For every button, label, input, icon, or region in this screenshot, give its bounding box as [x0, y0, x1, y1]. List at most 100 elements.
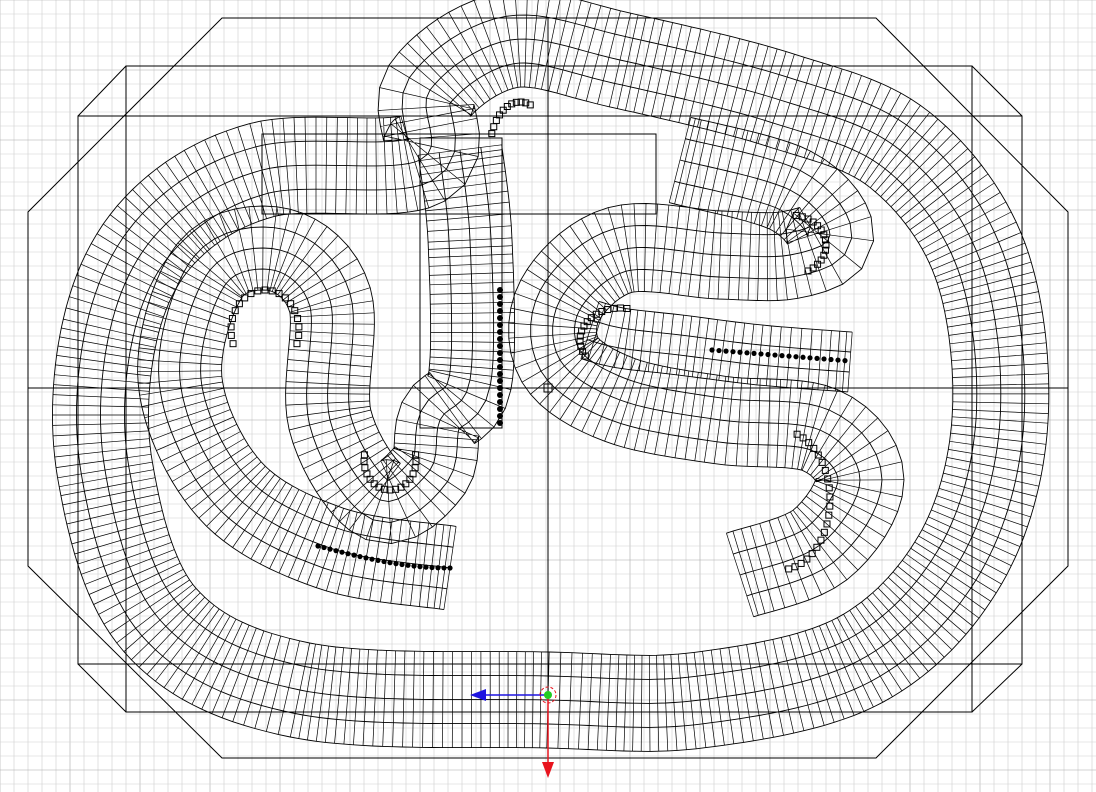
cone-marker	[315, 543, 321, 549]
barriers-bottom-u	[360, 451, 420, 494]
cone-marker	[497, 371, 503, 377]
barrier-block	[583, 318, 591, 326]
cone-marker	[497, 294, 503, 300]
barrier-block	[522, 99, 530, 107]
barrier-block	[804, 267, 812, 275]
move-gizmo[interactable]	[470, 383, 557, 778]
cone-marker	[807, 355, 813, 361]
barrier-block	[287, 300, 295, 308]
barrier-block	[241, 294, 249, 302]
barrier-block	[814, 260, 822, 268]
barrier-block	[810, 444, 818, 452]
barrier-block	[822, 241, 830, 249]
barrier-block	[499, 106, 507, 114]
cone-marker	[497, 336, 503, 342]
cone-marker	[435, 565, 441, 571]
cone-marker	[381, 558, 387, 565]
top-connector-2	[971, 65, 1023, 117]
barrier-block	[291, 307, 299, 315]
cone-marker	[497, 364, 503, 370]
infield-box-pitlane	[419, 137, 503, 429]
origin-marker-icon	[543, 383, 553, 393]
track-markers	[227, 98, 848, 573]
barrier-block	[361, 464, 369, 472]
right-loop-strip[interactable]	[508, 116, 905, 618]
barrier-block	[227, 323, 235, 331]
cone-marker	[772, 352, 778, 358]
cone-marker	[828, 356, 834, 363]
barrier-block	[825, 484, 833, 492]
barrier-block	[370, 480, 378, 488]
cone-marker	[814, 355, 820, 361]
barrier-block	[826, 493, 834, 501]
cone-marker	[497, 420, 503, 426]
cone-marker	[793, 354, 799, 360]
cone-marker	[497, 308, 503, 314]
outer-loop-strip[interactable]	[52, 0, 1050, 752]
track-rail	[598, 300, 853, 333]
barrier-block	[813, 543, 821, 551]
race-track-mesh[interactable]	[52, 0, 1050, 752]
cone-marker	[351, 552, 357, 558]
right-cone-line	[709, 347, 848, 364]
cone-marker	[369, 556, 375, 562]
barriers-right-inner	[576, 304, 631, 360]
cone-marker	[497, 378, 503, 384]
barrier-block	[397, 483, 405, 491]
barriers-left-hairpin	[227, 286, 303, 348]
top-connector-1	[77, 65, 127, 117]
pivot-ring-icon[interactable]	[539, 686, 557, 704]
barrier-block	[817, 256, 825, 264]
barrier-block	[785, 565, 793, 573]
barrier-block	[799, 434, 807, 442]
track-rail	[221, 144, 516, 544]
cone-marker	[765, 351, 771, 358]
barrier-block	[526, 101, 534, 109]
cone-marker	[357, 553, 363, 560]
barrier-block	[825, 511, 833, 519]
cone-marker	[345, 551, 351, 557]
cone-marker	[723, 348, 729, 354]
track-rail	[580, 358, 848, 393]
cone-marker	[497, 357, 503, 363]
barriers-right-upper	[792, 211, 830, 275]
barrier-block	[579, 347, 587, 355]
cone-marker	[497, 392, 503, 398]
cone-marker	[779, 353, 785, 359]
barrier-block	[578, 327, 586, 335]
cone-marker	[441, 565, 447, 571]
barrier-block	[576, 332, 584, 340]
cone-marker	[339, 549, 345, 555]
barrier-block	[360, 457, 368, 465]
barrier-block	[508, 100, 516, 108]
barrier-block	[496, 111, 504, 119]
barrier-block	[623, 304, 631, 312]
pivot-point-icon[interactable]	[544, 691, 552, 699]
barrier-block	[797, 559, 805, 567]
cone-marker	[497, 385, 503, 391]
cone-marker	[497, 315, 503, 321]
left-hairpin-strip[interactable]	[137, 144, 516, 611]
barrier-block	[406, 475, 414, 483]
track-rail	[76, 14, 1026, 728]
cone-marker	[333, 548, 339, 554]
cone-marker	[786, 353, 792, 359]
barrier-block	[824, 475, 832, 483]
cone-marker	[737, 349, 743, 355]
x-axis-arrow-icon[interactable]	[542, 762, 554, 778]
cone-marker	[751, 350, 757, 356]
track-rail	[592, 320, 851, 353]
cone-marker	[497, 350, 503, 356]
track-rail	[596, 116, 905, 618]
barrier-block	[293, 340, 301, 348]
cone-marker	[497, 399, 503, 405]
track-rail	[586, 339, 850, 373]
barrier-block	[821, 246, 829, 254]
cone-marker	[417, 564, 423, 570]
y-axis-arrow-icon[interactable]	[470, 689, 486, 701]
barrier-block	[517, 98, 525, 106]
cone-marker	[327, 546, 333, 552]
track-ribs	[137, 144, 515, 610]
barrier-block	[820, 231, 828, 239]
